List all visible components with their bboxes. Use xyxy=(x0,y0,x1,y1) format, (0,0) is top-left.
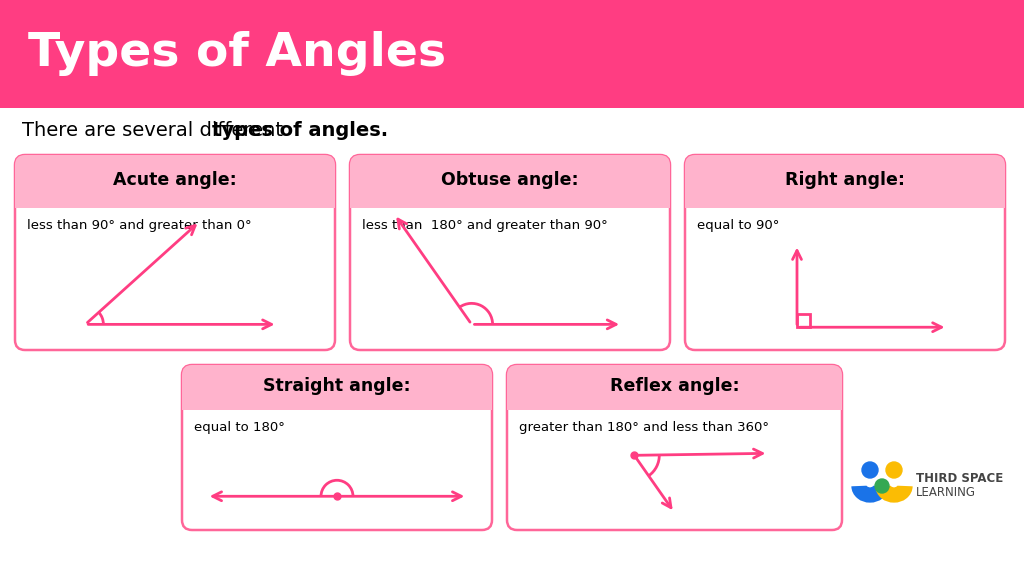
Text: THIRD SPACE: THIRD SPACE xyxy=(916,472,1004,484)
FancyBboxPatch shape xyxy=(182,365,492,530)
Bar xyxy=(507,385,842,409)
FancyBboxPatch shape xyxy=(15,155,335,350)
Text: Types of Angles: Types of Angles xyxy=(28,31,446,77)
Text: equal to 90°: equal to 90° xyxy=(697,219,779,232)
Bar xyxy=(685,179,1005,208)
Text: less than  180° and greater than 90°: less than 180° and greater than 90° xyxy=(362,219,608,232)
Text: Obtuse angle:: Obtuse angle: xyxy=(441,171,579,189)
Bar xyxy=(797,314,810,327)
Text: Reflex angle:: Reflex angle: xyxy=(609,377,739,396)
FancyBboxPatch shape xyxy=(507,365,842,409)
Text: types of angles.: types of angles. xyxy=(212,121,388,140)
FancyBboxPatch shape xyxy=(685,155,1005,208)
FancyBboxPatch shape xyxy=(350,155,670,208)
FancyBboxPatch shape xyxy=(0,0,1024,108)
Text: Straight angle:: Straight angle: xyxy=(263,377,411,396)
Bar xyxy=(0,0,1024,50)
FancyBboxPatch shape xyxy=(182,365,492,409)
FancyBboxPatch shape xyxy=(685,155,1005,350)
Text: Acute angle:: Acute angle: xyxy=(113,171,237,189)
Bar xyxy=(182,385,492,409)
Circle shape xyxy=(886,462,902,478)
Circle shape xyxy=(862,462,878,478)
Text: LEARNING: LEARNING xyxy=(916,485,976,498)
Bar xyxy=(350,179,670,208)
Text: equal to 180°: equal to 180° xyxy=(194,421,285,434)
Text: less than 90° and greater than 0°: less than 90° and greater than 0° xyxy=(27,219,252,232)
FancyBboxPatch shape xyxy=(15,155,335,208)
Bar xyxy=(15,179,335,208)
FancyBboxPatch shape xyxy=(507,365,842,530)
Circle shape xyxy=(874,479,889,493)
FancyBboxPatch shape xyxy=(350,155,670,350)
Text: Right angle:: Right angle: xyxy=(785,171,905,189)
Text: greater than 180° and less than 360°: greater than 180° and less than 360° xyxy=(519,421,769,434)
Text: There are several different: There are several different xyxy=(22,121,289,140)
